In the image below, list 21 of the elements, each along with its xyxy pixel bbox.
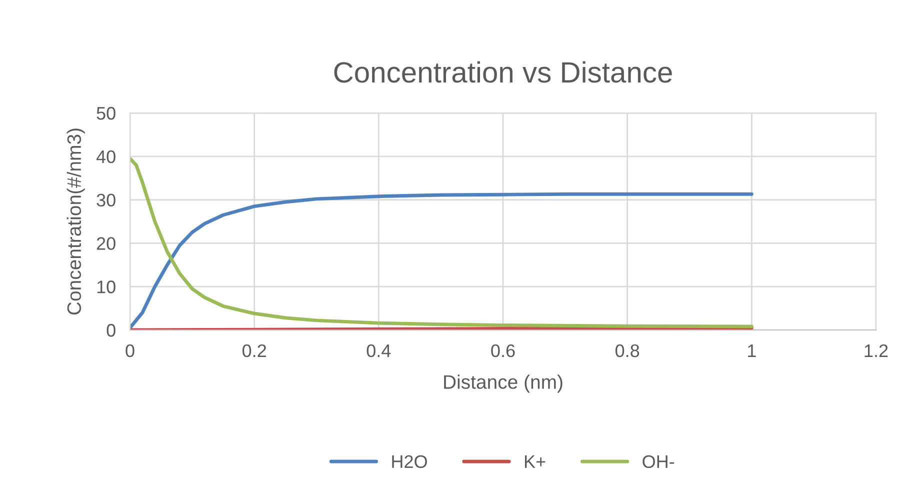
- chart-title: Concentration vs Distance: [334, 61, 672, 83]
- y-tick-label: 20: [96, 237, 116, 250]
- line-series: [130, 156, 754, 328]
- x-tick-label: 0.2: [242, 344, 266, 358]
- x-axis-title: Distance (nm): [444, 374, 562, 393]
- x-tick-label: 0.8: [615, 344, 640, 358]
- y-tick-label: 50: [96, 106, 116, 120]
- y-tick-label: 30: [96, 194, 116, 207]
- x-tick-label: 0.6: [491, 344, 515, 358]
- x-tick-label: 1: [748, 344, 756, 357]
- x-tick-label: 1.2: [864, 344, 888, 357]
- y-tick-label: 0: [106, 324, 116, 337]
- x-tick-label: 0: [126, 344, 134, 358]
- legend-label: H2O: [392, 455, 427, 468]
- legend-label: OH-: [642, 455, 674, 468]
- y-tick-label: 40: [96, 150, 116, 164]
- y-tick-label: 10: [97, 280, 116, 294]
- y-axis-title: Concentration(#/nm3): [66, 128, 85, 315]
- x-tick-label: 0.4: [366, 344, 391, 358]
- line-series: [130, 192, 754, 330]
- legend-label: K+: [524, 455, 546, 468]
